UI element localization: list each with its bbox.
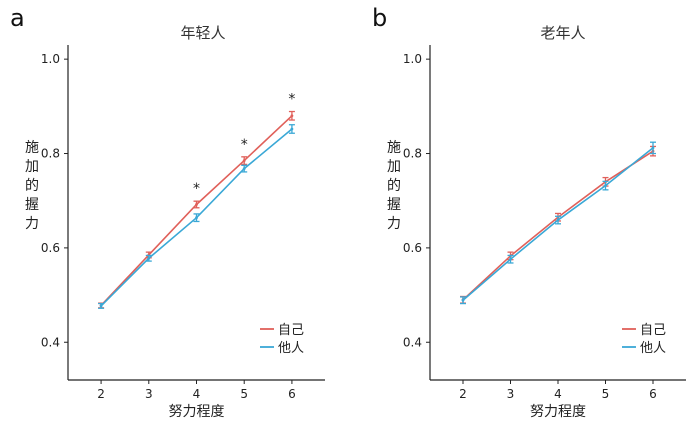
x-tick-label: 2 [459,387,467,401]
y-tick-label: 0.4 [403,335,422,349]
data-point [290,114,294,118]
data-point [147,256,151,260]
y-axis-label: 施加的握力 [387,140,401,232]
data-point [604,184,607,188]
data-point [651,146,655,150]
data-point [461,298,465,302]
data-point [242,167,246,171]
x-tick-label: 6 [288,387,296,401]
y-tick-label: 0.6 [403,241,422,255]
legend-label: 自己 [278,323,304,338]
data-point [99,304,103,308]
x-tick-label: 5 [602,387,610,401]
x-tick-label: 3 [145,387,153,401]
x-axis-label: 努力程度 [530,404,586,420]
y-tick-label: 1.0 [41,52,60,66]
significance-marker: * [241,137,248,153]
significance-marker: * [288,92,295,108]
data-point [195,203,198,206]
data-point [509,257,512,261]
legend-label: 自己 [640,323,666,338]
x-tick-label: 4 [554,387,562,401]
x-tick-label: 5 [240,387,248,401]
panel-label: a [10,4,25,32]
data-point [290,127,294,131]
x-tick-label: 3 [507,387,515,401]
x-tick-label: 4 [193,387,201,401]
series-other [98,124,295,309]
data-point [242,159,246,162]
legend-label: 他人 [278,341,304,356]
y-tick-label: 0.6 [41,241,60,255]
x-axis-label: 努力程度 [169,404,225,420]
chart-title: 年轻人 [180,24,225,42]
x-tick-label: 6 [649,387,657,401]
y-tick-label: 1.0 [403,52,422,66]
y-tick-label: 0.4 [41,335,60,349]
x-tick-label: 2 [97,387,105,401]
y-axis-label: 施加的握力 [25,140,39,232]
series-line [462,150,654,301]
legend-label: 他人 [640,341,666,356]
significance-marker: * [193,181,200,197]
series-self [460,145,656,304]
data-point [195,216,198,220]
y-tick-label: 0.8 [41,147,60,161]
chart-title: 老年人 [540,24,585,42]
panel-label: b [372,4,387,32]
series-other [460,141,656,305]
y-tick-label: 0.8 [403,147,422,161]
data-point [556,218,560,222]
